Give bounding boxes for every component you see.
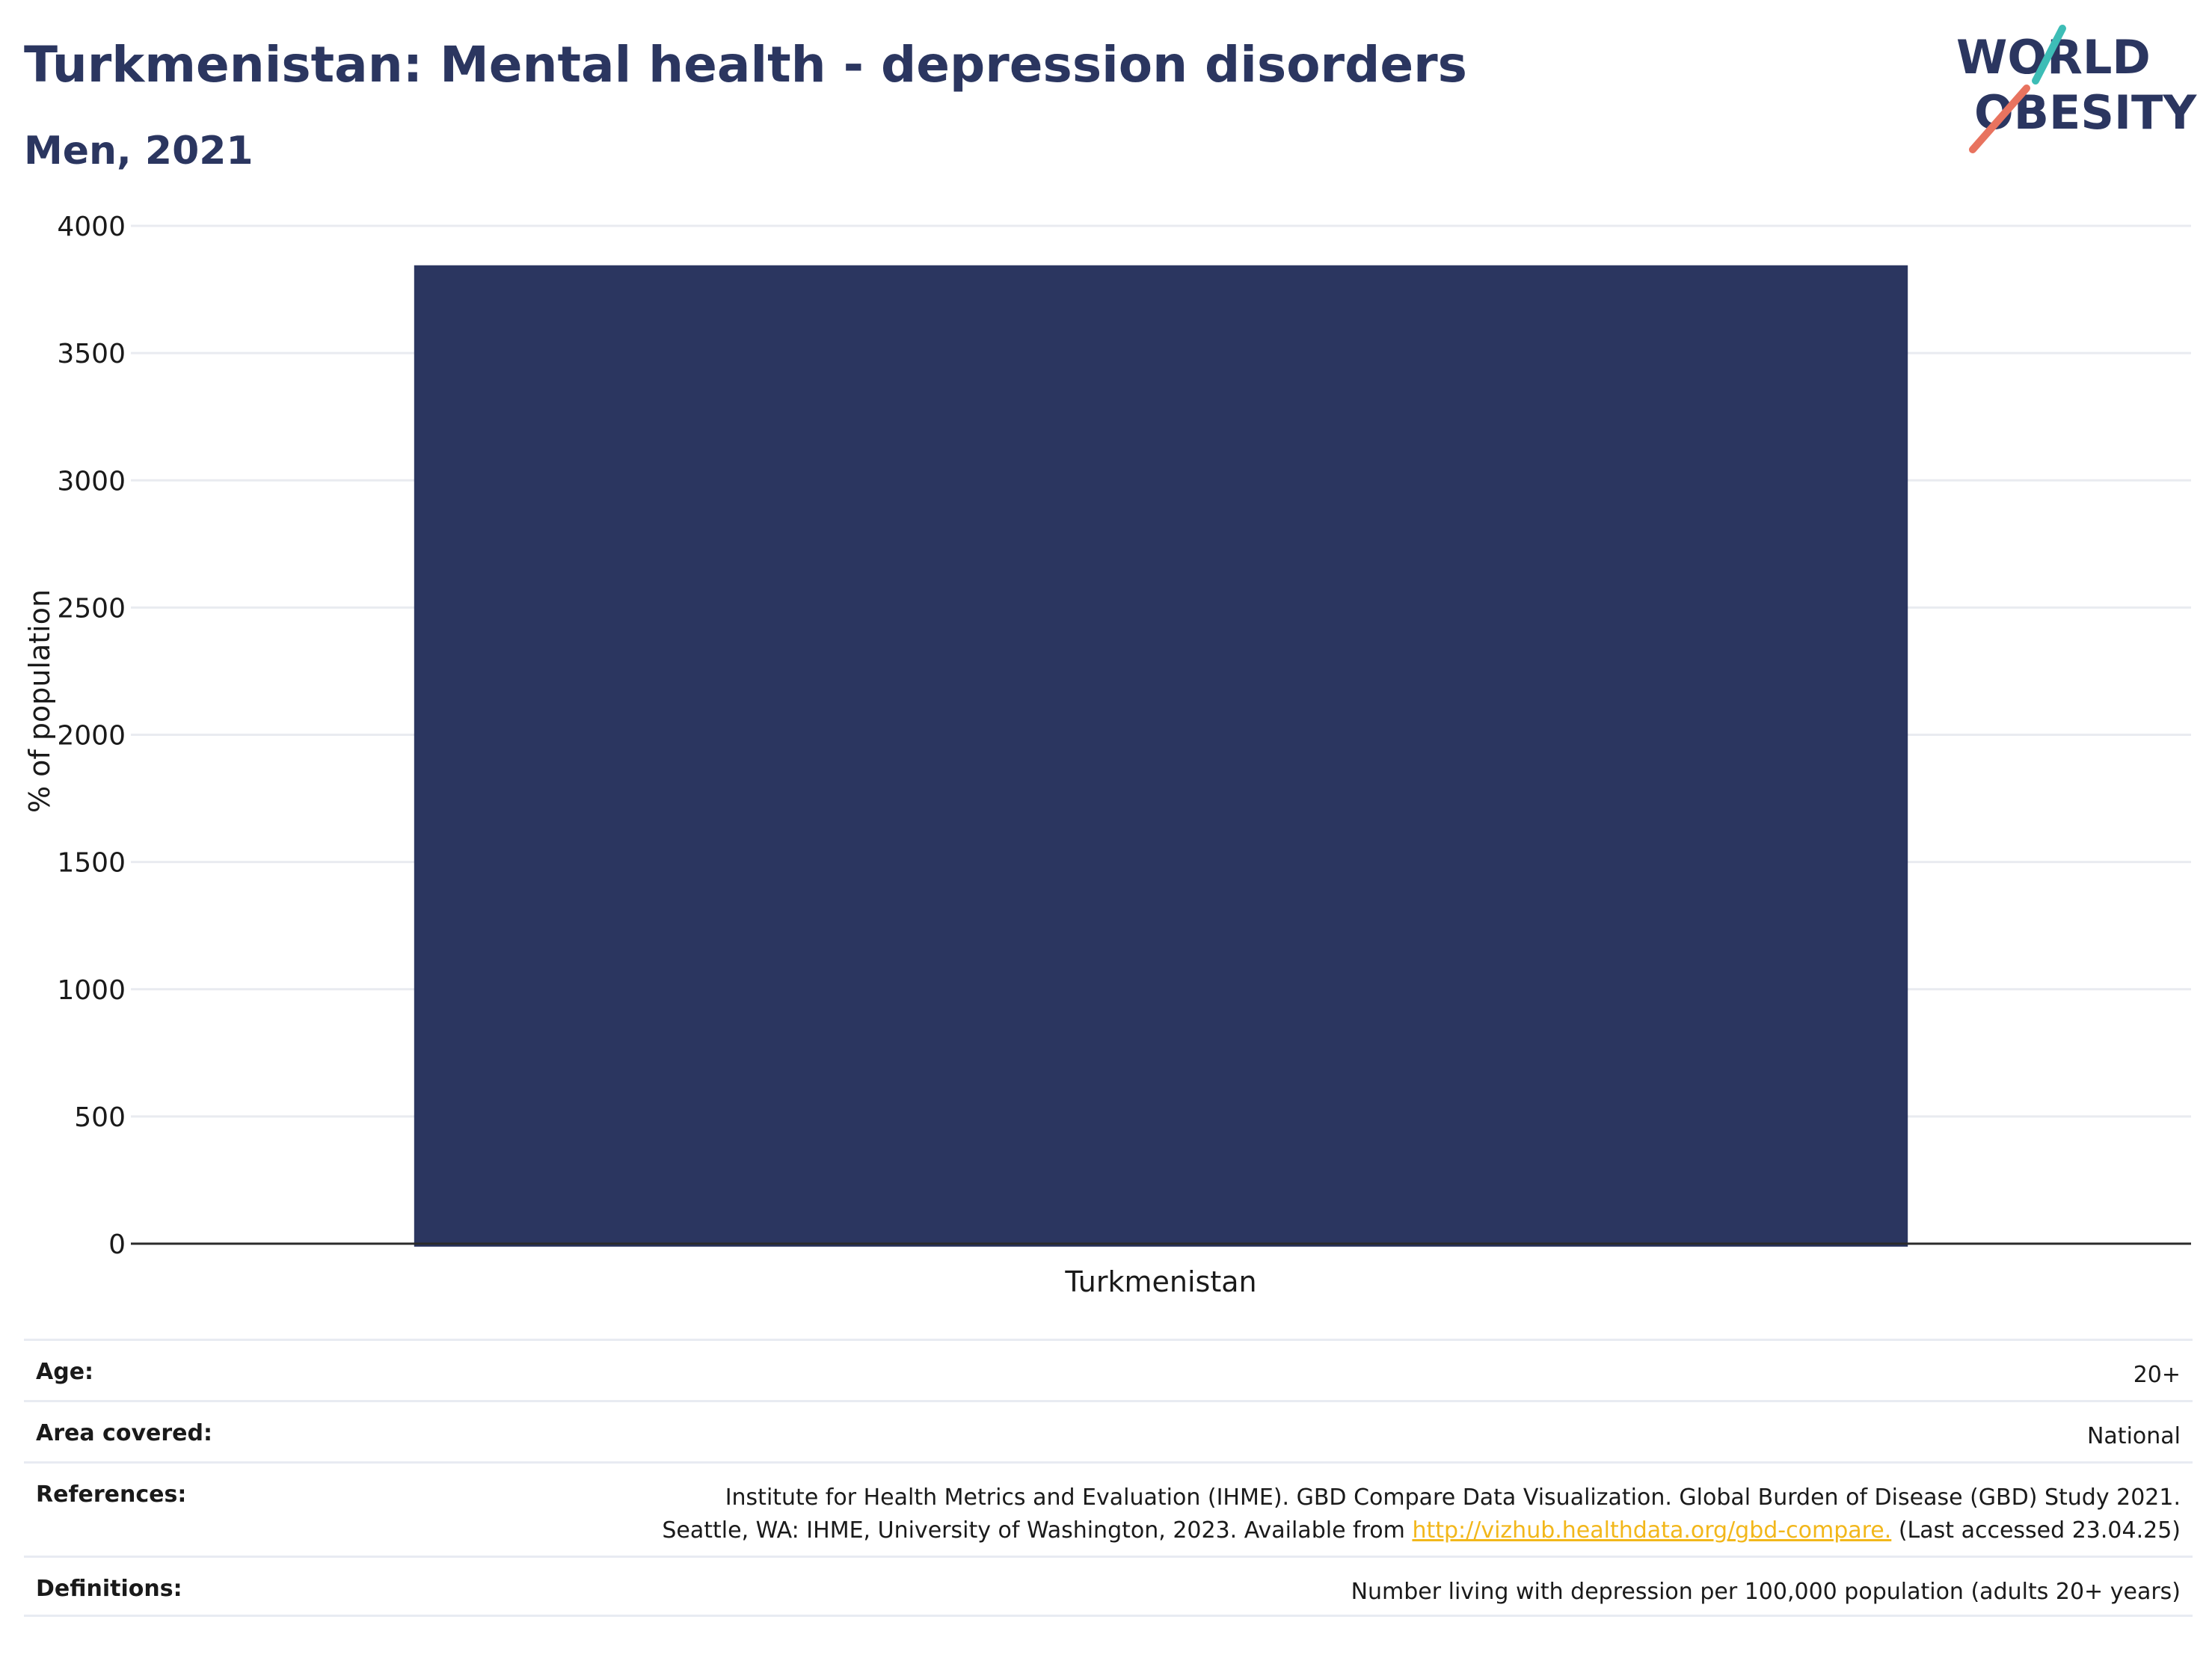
- references-line-1: Institute for Health Metrics and Evaluat…: [725, 1484, 2181, 1511]
- y-tick-label: 0: [108, 1229, 126, 1260]
- logo-slash-teal: [2032, 25, 2066, 85]
- info-row-area: Area covered: National: [24, 1400, 2193, 1461]
- bar-chart: 0 500 1000 1500 2000 2500 3000 3500 4000 Turkmen…: [23, 212, 2191, 1298]
- logo-slash-coral: [1969, 85, 2030, 153]
- y-tick-label: 3500: [57, 339, 126, 369]
- info-row-references: References: Institute for Health Metrics…: [24, 1461, 2193, 1556]
- page-title: Turkmenistan: Mental health - depression…: [24, 36, 1467, 93]
- age-label: Age:: [36, 1359, 94, 1385]
- bars: [414, 265, 1908, 1247]
- y-tick-label: 500: [74, 1102, 126, 1133]
- y-tick-label: 3000: [57, 466, 126, 497]
- definitions-value: Number living with depression per 100,00…: [1351, 1579, 2181, 1605]
- x-tick-label: Turkmenistan: [1064, 1265, 1256, 1298]
- x-axis-labels: Turkmenistan: [1064, 1265, 1256, 1298]
- references-line-2-pre: Seattle, WA: IHME, University of Washing…: [662, 1517, 1405, 1544]
- info-row-definitions: Definitions: Number living with depressi…: [24, 1556, 2193, 1617]
- y-axis-label: % of population: [23, 589, 56, 813]
- area-label: Area covered:: [36, 1420, 212, 1446]
- page-subtitle: Men, 2021: [24, 129, 254, 174]
- definitions-label: Definitions:: [36, 1576, 182, 1602]
- references-value: Institute for Health Metrics and Evaluat…: [662, 1481, 2181, 1547]
- info-table: Age: 20+ Area covered: National Referenc…: [24, 1339, 2193, 1617]
- y-tick-label: 1000: [57, 975, 126, 1006]
- y-tick-label: 2500: [57, 593, 126, 624]
- references-label: References:: [36, 1481, 187, 1508]
- world-obesity-logo: WORLD OBESITY: [1956, 25, 2197, 153]
- y-tick-label: 2000: [57, 721, 126, 752]
- y-tick-label: 4000: [57, 212, 126, 242]
- y-axis-ticks: 0 500 1000 1500 2000 2500 3000 3500 4000: [57, 212, 126, 1260]
- y-tick-label: 1500: [57, 848, 126, 879]
- info-row-age: Age: 20+: [24, 1339, 2193, 1400]
- references-line-2-post: (Last accessed 23.04.25): [1898, 1517, 2181, 1544]
- age-value: 20+: [2133, 1362, 2181, 1388]
- logo-line-2: OBESITY: [1974, 85, 2197, 140]
- references-link[interactable]: http://vizhub.healthdata.org/gbd-compare…: [1412, 1517, 1892, 1544]
- bar: [414, 265, 1908, 1247]
- area-value: National: [2086, 1423, 2181, 1449]
